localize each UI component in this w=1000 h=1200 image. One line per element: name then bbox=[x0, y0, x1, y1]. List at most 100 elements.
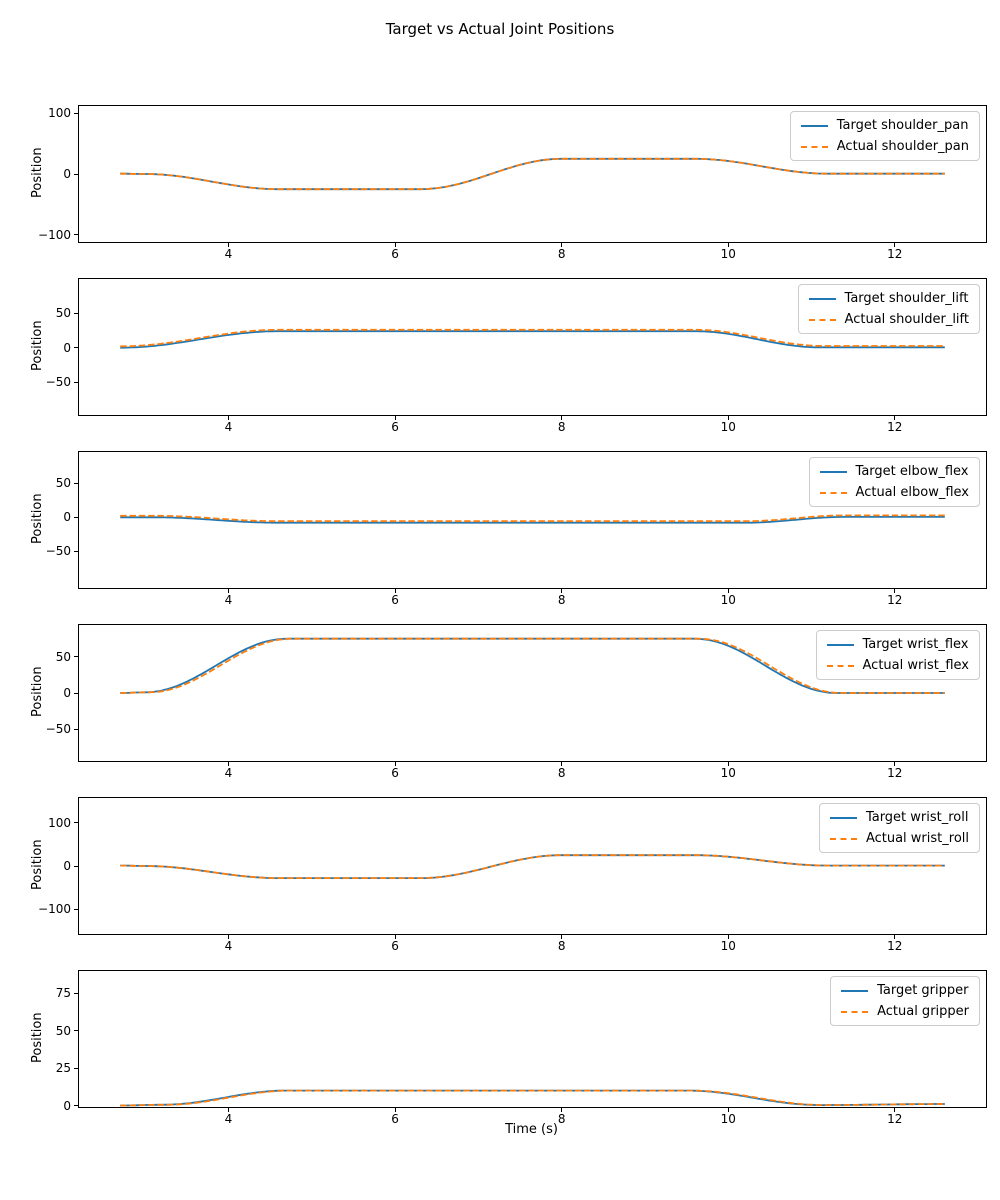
x-tick-label: 8 bbox=[557, 420, 566, 434]
x-tick-label: 6 bbox=[391, 593, 399, 607]
x-tick-mark bbox=[894, 935, 896, 939]
actual-line-shoulder_lift bbox=[120, 328, 945, 348]
dashed-line-icon bbox=[819, 491, 847, 494]
x-tick-mark bbox=[561, 416, 563, 420]
y-tick-label: 50 bbox=[55, 306, 71, 321]
x-tick-label: 6 bbox=[391, 420, 399, 434]
x-tick-label: 4 bbox=[224, 420, 233, 434]
y-tick-mark bbox=[74, 865, 78, 867]
x-tick-label: 12 bbox=[887, 593, 903, 607]
y-axis-label: Position bbox=[30, 147, 45, 199]
x-tick-label: 10 bbox=[720, 420, 736, 434]
x-tick-mark bbox=[394, 416, 396, 420]
x-tick-mark bbox=[561, 1108, 563, 1112]
y-tick-mark bbox=[74, 347, 78, 349]
x-tick-mark bbox=[727, 1108, 729, 1112]
y-axis-label: Position bbox=[30, 320, 45, 372]
legend-item: Actual wrist_roll bbox=[829, 831, 969, 846]
y-tick-mark bbox=[74, 312, 78, 314]
y-tick-label: 100 bbox=[48, 106, 71, 121]
x-tick-label: 8 bbox=[557, 247, 566, 261]
x-tick-label: 8 bbox=[557, 939, 566, 953]
x-tick-mark bbox=[894, 589, 896, 593]
x-tick-mark bbox=[394, 1108, 396, 1112]
y-tick-mark bbox=[74, 173, 78, 175]
x-tick-mark bbox=[727, 416, 729, 420]
x-tick-label: 6 bbox=[391, 939, 399, 953]
x-tick-mark bbox=[727, 589, 729, 593]
axes-gripper: 75 50 25 0 4 6 8 10 12 Target gripper Actual gripp… bbox=[56, 970, 987, 1126]
y-tick-label: −100 bbox=[38, 902, 71, 917]
target-line-wrist_roll bbox=[120, 854, 945, 879]
legend-item: Target wrist_roll bbox=[829, 810, 969, 825]
y-tick-mark bbox=[74, 550, 78, 552]
x-tick-label: 6 bbox=[391, 1112, 399, 1126]
actual-line-shoulder_pan bbox=[120, 157, 945, 191]
x-tick-mark bbox=[394, 589, 396, 593]
x-tick-label: 6 bbox=[391, 766, 399, 780]
y-axis-label: Position bbox=[30, 1012, 45, 1064]
y-tick-label: 50 bbox=[55, 1023, 71, 1038]
x-tick-mark bbox=[228, 762, 229, 766]
legend-label: Actual wrist_roll bbox=[865, 831, 969, 846]
y-tick-label: −50 bbox=[45, 722, 71, 737]
x-tick-label: 10 bbox=[720, 1112, 736, 1126]
x-tick-mark bbox=[228, 935, 229, 939]
y-tick-label: 75 bbox=[55, 986, 71, 1001]
solid-line-icon bbox=[826, 643, 854, 646]
legend-item: Actual gripper bbox=[841, 1004, 969, 1019]
x-tick-label: 8 bbox=[557, 1112, 566, 1126]
y-tick-label: 0 bbox=[63, 510, 71, 525]
legend-item: Actual shoulder_lift bbox=[808, 312, 969, 327]
x-tick-label: 12 bbox=[887, 1112, 903, 1126]
x-tick-mark bbox=[228, 243, 229, 247]
actual-line-wrist_flex bbox=[120, 637, 945, 694]
y-tick-label: 0 bbox=[63, 340, 71, 355]
x-tick-label: 8 bbox=[557, 766, 566, 780]
legend-label: Actual gripper bbox=[877, 1004, 969, 1019]
y-axis-label: Position bbox=[30, 839, 45, 891]
actual-line-gripper bbox=[120, 1089, 945, 1107]
y-tick-mark bbox=[74, 234, 78, 236]
actual-line-elbow_flex bbox=[120, 514, 945, 523]
x-tick-mark bbox=[394, 935, 396, 939]
solid-line-icon bbox=[808, 297, 836, 300]
dashed-line-icon bbox=[841, 1010, 869, 1013]
y-tick-label: −50 bbox=[45, 375, 71, 390]
y-tick-label: 50 bbox=[55, 476, 71, 491]
y-tick-mark bbox=[74, 1030, 78, 1032]
legend-item: Target shoulder_pan bbox=[800, 118, 969, 133]
plot-area-wrist_roll bbox=[120, 854, 945, 879]
x-tick-mark bbox=[561, 935, 563, 939]
legend-wrist_roll: Target wrist_roll Actual wrist_roll bbox=[818, 803, 980, 853]
x-tick-label: 4 bbox=[224, 939, 233, 953]
y-tick-mark bbox=[74, 692, 78, 694]
legend-item: Actual shoulder_pan bbox=[800, 139, 969, 154]
legend-gripper: Target gripper Actual gripper bbox=[830, 976, 980, 1026]
target-line-elbow_flex bbox=[120, 516, 945, 524]
plot-area-gripper bbox=[120, 1089, 945, 1107]
legend-elbow_flex: Target elbow_flex Actual elbow_flex bbox=[808, 457, 980, 507]
legend-label: Target shoulder_lift bbox=[844, 291, 969, 306]
x-tick-label: 12 bbox=[887, 247, 903, 261]
y-tick-mark bbox=[74, 992, 78, 994]
y-tick-label: 0 bbox=[63, 686, 71, 700]
x-tick-mark bbox=[894, 762, 896, 766]
dashed-line-icon bbox=[826, 664, 854, 667]
legend-label: Target elbow_flex bbox=[855, 464, 969, 479]
x-tick-label: 4 bbox=[224, 766, 233, 780]
y-tick-mark bbox=[74, 1105, 78, 1106]
y-tick-mark bbox=[74, 822, 78, 824]
y-tick-mark bbox=[74, 728, 78, 730]
x-tick-label: 4 bbox=[224, 247, 233, 261]
x-tick-mark bbox=[228, 1108, 229, 1112]
y-tick-label: 100 bbox=[48, 815, 71, 830]
y-tick-label: 50 bbox=[55, 649, 71, 664]
x-tick-label: 10 bbox=[720, 593, 736, 607]
y-tick-mark bbox=[74, 112, 78, 114]
dashed-line-icon bbox=[800, 145, 828, 148]
actual-line-wrist_roll bbox=[120, 854, 945, 879]
axes-elbow_flex: 50 0 −50 4 6 8 10 12 Target elbow_flex Actual elb… bbox=[46, 451, 987, 607]
axes-shoulder_lift: 50 0 −50 4 6 8 10 12 Target shoulder_lift Actual … bbox=[46, 278, 987, 434]
